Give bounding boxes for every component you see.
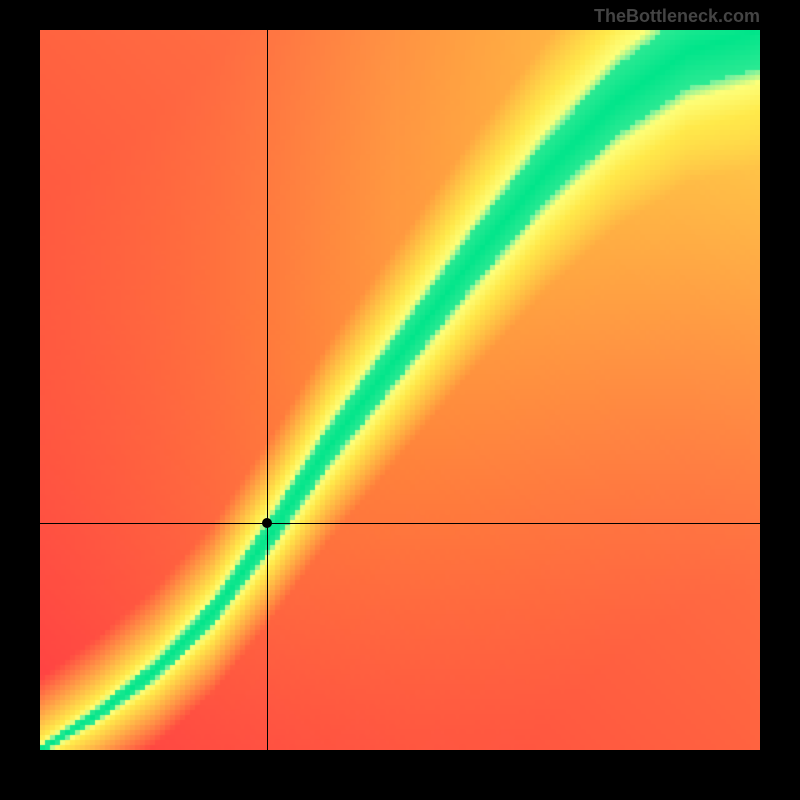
crosshair-vertical: [267, 30, 268, 750]
marker-dot: [262, 518, 272, 528]
plot-area: [40, 30, 760, 750]
watermark-text: TheBottleneck.com: [594, 6, 760, 27]
heatmap-canvas: [40, 30, 760, 750]
crosshair-horizontal: [40, 523, 760, 524]
